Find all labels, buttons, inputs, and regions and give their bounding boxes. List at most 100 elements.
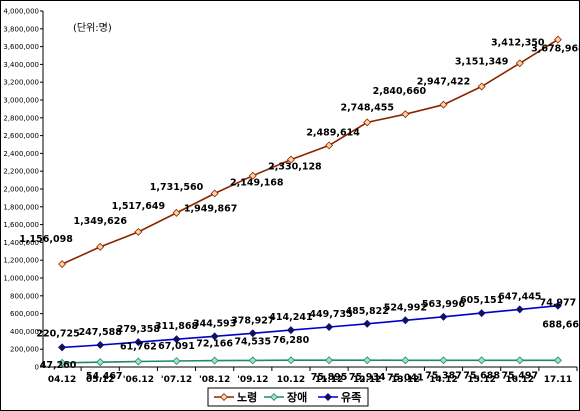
data-label: 2,840,660 xyxy=(373,86,427,97)
data-point-marker xyxy=(96,242,105,251)
legend-label-2: 유족 xyxy=(341,391,361,404)
data-label: 54,467 xyxy=(86,371,123,382)
x-tick-label: 04.12 xyxy=(48,375,76,385)
data-point-marker xyxy=(134,338,143,347)
data-point-marker xyxy=(477,82,486,91)
data-point-marker xyxy=(477,309,486,318)
data-point-marker xyxy=(58,260,67,269)
data-point-marker xyxy=(553,356,562,365)
y-tick-label: 2,800,000 xyxy=(3,114,39,122)
data-point-marker xyxy=(210,356,219,365)
legend: 노령 장애 유족 xyxy=(207,387,369,407)
data-label: 279,358 xyxy=(117,324,161,335)
data-point-marker xyxy=(363,118,372,127)
x-tick-label: '07.12 xyxy=(161,375,192,385)
y-tick-label: 1,400,000 xyxy=(3,239,39,247)
data-point-marker xyxy=(172,357,181,365)
data-label: 688,669 xyxy=(542,320,579,331)
data-label: 75,688 xyxy=(463,370,500,381)
data-point-marker xyxy=(553,35,562,44)
data-point-marker xyxy=(286,356,295,365)
legend-marker-1 xyxy=(270,393,278,401)
data-label: 75,041 xyxy=(387,372,424,383)
data-label: 74,535 xyxy=(234,336,271,347)
data-label: 220,725 xyxy=(36,328,79,339)
data-point-marker xyxy=(96,340,105,349)
data-point-marker xyxy=(401,356,410,365)
data-point-marker xyxy=(248,356,257,365)
y-tick-label: 2,600,000 xyxy=(3,132,39,140)
data-label: 61,762 xyxy=(120,342,157,353)
x-tick-label: 05.12 xyxy=(86,375,114,385)
x-tick-label: 13.12 xyxy=(391,375,419,385)
y-tick-label: 3,400,000 xyxy=(3,61,39,69)
data-point-marker xyxy=(248,329,257,338)
data-point-marker xyxy=(439,312,448,321)
data-point-marker xyxy=(439,356,448,365)
y-tick-label: 1,200,000 xyxy=(3,257,39,265)
data-label: 1,731,560 xyxy=(150,182,204,193)
data-point-marker xyxy=(286,326,295,335)
x-tick-label: '09.12 xyxy=(237,375,268,385)
data-point-marker xyxy=(96,358,105,367)
data-point-marker xyxy=(248,171,257,180)
data-label: 647,445 xyxy=(498,291,541,302)
series-line-2 xyxy=(62,304,558,349)
data-label: 47,260 xyxy=(40,360,77,371)
y-tick-label: 0 xyxy=(35,364,39,372)
x-tick-label: 15.12 xyxy=(467,375,495,385)
series-line-0 xyxy=(61,38,559,265)
y-tick-label: 3,600,000 xyxy=(3,43,39,51)
data-label: 344,593 xyxy=(193,318,236,329)
legend-marker-0 xyxy=(220,393,228,401)
data-point-marker xyxy=(58,343,67,352)
data-label: 76,280 xyxy=(273,335,310,346)
data-label: 1,949,867 xyxy=(184,203,238,214)
y-tick-label: 2,000,000 xyxy=(3,186,39,194)
data-point-marker xyxy=(286,155,295,164)
y-tick-label: 3,800,000 xyxy=(3,25,39,33)
data-label: 2,748,455 xyxy=(340,102,394,113)
data-label: 2,149,168 xyxy=(230,178,284,189)
y-tick-label: 800,000 xyxy=(10,292,39,300)
series-lines xyxy=(61,38,559,364)
data-label: 1,349,626 xyxy=(73,216,127,227)
data-point-marker xyxy=(515,59,524,68)
y-tick-label: 2,400,000 xyxy=(3,150,39,158)
data-label: 74,977 xyxy=(540,297,577,308)
data-point-marker xyxy=(477,356,486,365)
data-label: 2,947,422 xyxy=(417,77,471,88)
data-point-marker xyxy=(325,141,334,150)
y-tick-label: 3,200,000 xyxy=(3,79,39,87)
x-tick-label: 17.11 xyxy=(544,375,572,385)
data-point-marker xyxy=(58,358,67,367)
data-point-marker xyxy=(172,335,181,344)
data-point-marker xyxy=(553,301,562,310)
data-point-marker xyxy=(210,189,219,198)
unit-note: (단위:명) xyxy=(73,21,112,34)
y-tick-label: 200,000 xyxy=(10,346,39,354)
y-axis-ticks: 0 200,000 400,000 600,000 800,000 1,000,000 1,… xyxy=(3,8,43,372)
x-tick-label: 12.12 xyxy=(353,375,381,385)
data-label: 75,497 xyxy=(501,370,538,381)
x-axis-ticks: 04.12 05.12 '06.12 '07.12 '08.12 '09.12 10.12 1… xyxy=(48,367,578,385)
data-label: 75,934 xyxy=(349,372,386,383)
x-tick-label: 11.12 xyxy=(315,375,343,385)
data-label: 449,735 xyxy=(309,309,352,320)
x-tick-label: '08.12 xyxy=(199,375,230,385)
data-label: 3,412,350 xyxy=(491,37,545,48)
data-point-marker xyxy=(210,332,219,341)
data-label: 485,822 xyxy=(346,306,389,317)
y-tick-label: 1,000,000 xyxy=(3,275,39,283)
data-point-marker xyxy=(325,323,334,331)
y-tick-label: 3,000,000 xyxy=(3,97,39,105)
y-tick-label: 600,000 xyxy=(10,310,39,318)
legend-box xyxy=(207,387,369,407)
series-markers xyxy=(58,35,562,367)
x-tick-label: 14.12 xyxy=(429,375,457,385)
data-point-marker xyxy=(172,208,181,217)
data-label: 72,166 xyxy=(196,339,233,350)
